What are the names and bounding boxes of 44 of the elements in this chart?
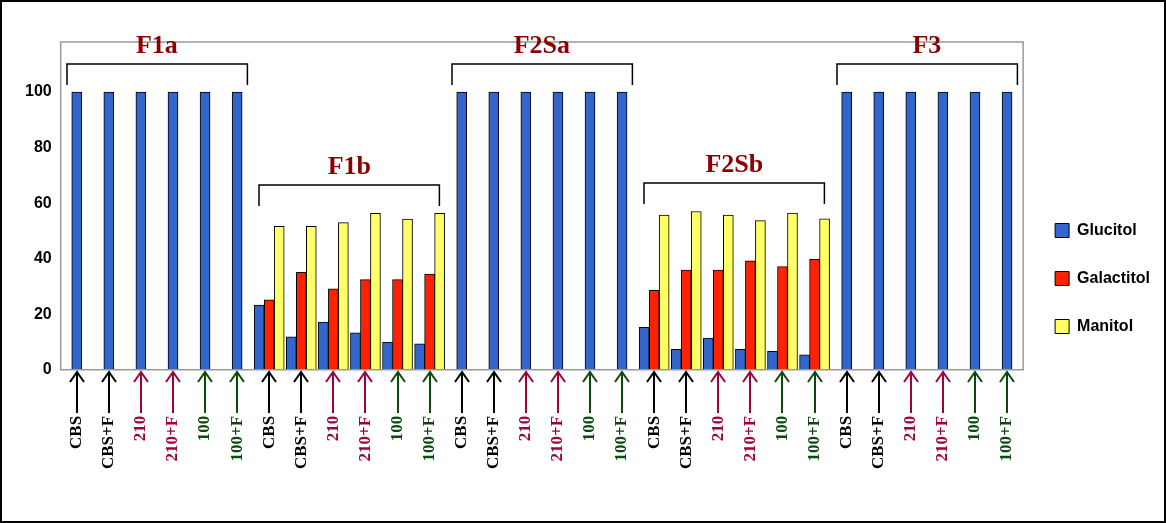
x-tick-label: CBS [836, 415, 856, 449]
x-tick-label: CBS+F [483, 415, 503, 470]
x-tick-label: 210+F [354, 415, 374, 462]
x-tick-label: 100+F [611, 415, 631, 462]
y-tick-label: 20 [33, 304, 52, 322]
x-tick-label: 100 [579, 415, 599, 442]
annotation: F3 [912, 30, 942, 60]
x-tick-label: 100 [771, 415, 791, 442]
legend-label: Glucitol [1077, 220, 1137, 238]
x-tick-label: 210+F [739, 415, 759, 462]
x-tick-label: CBS+F [868, 415, 888, 470]
x-tick-label: 210+F [547, 415, 567, 462]
y-tick-label: 60 [33, 193, 52, 211]
x-tick-label: 100 [386, 415, 406, 442]
annotation: F2Sa [513, 30, 571, 60]
x-tick-label: 210+F [162, 415, 182, 462]
x-tick-label: CBS [643, 415, 663, 449]
y-tick-label: 40 [33, 249, 52, 267]
x-tick-label: CBS [258, 415, 278, 449]
x-tick-label: CBS+F [98, 415, 118, 470]
y-tick-label: 100 [24, 82, 52, 100]
y-tick-label: 0 [42, 360, 52, 378]
x-tick-label: 100 [964, 415, 984, 442]
y-tick-label: 80 [33, 137, 52, 155]
x-tick-label: CBS+F [675, 415, 695, 470]
x-tick-label: 100+F [226, 415, 246, 462]
x-tick-label: CBS [451, 415, 471, 449]
x-tick-label: 210 [515, 415, 535, 442]
x-tick-label: 210+F [932, 415, 952, 462]
x-tick-label: 210 [707, 415, 727, 442]
annotation: F2Sb [705, 149, 764, 180]
x-tick-label: 100+F [803, 415, 823, 462]
x-tick-label: CBS [66, 415, 86, 449]
x-tick-label: 210 [322, 415, 342, 442]
x-tick-label: 100+F [419, 415, 439, 462]
x-tick-label: 210 [130, 415, 150, 442]
legend-label: Galactitol [1077, 268, 1150, 286]
x-tick-label: 210 [900, 415, 920, 442]
x-tick-label: CBS+F [290, 415, 310, 470]
annotation: F1b [327, 151, 372, 182]
legend-label: Manitol [1077, 316, 1134, 334]
x-tick-label: 100 [194, 415, 214, 442]
x-tick-label: 100+F [996, 415, 1016, 462]
annotation: F1a [135, 30, 178, 60]
